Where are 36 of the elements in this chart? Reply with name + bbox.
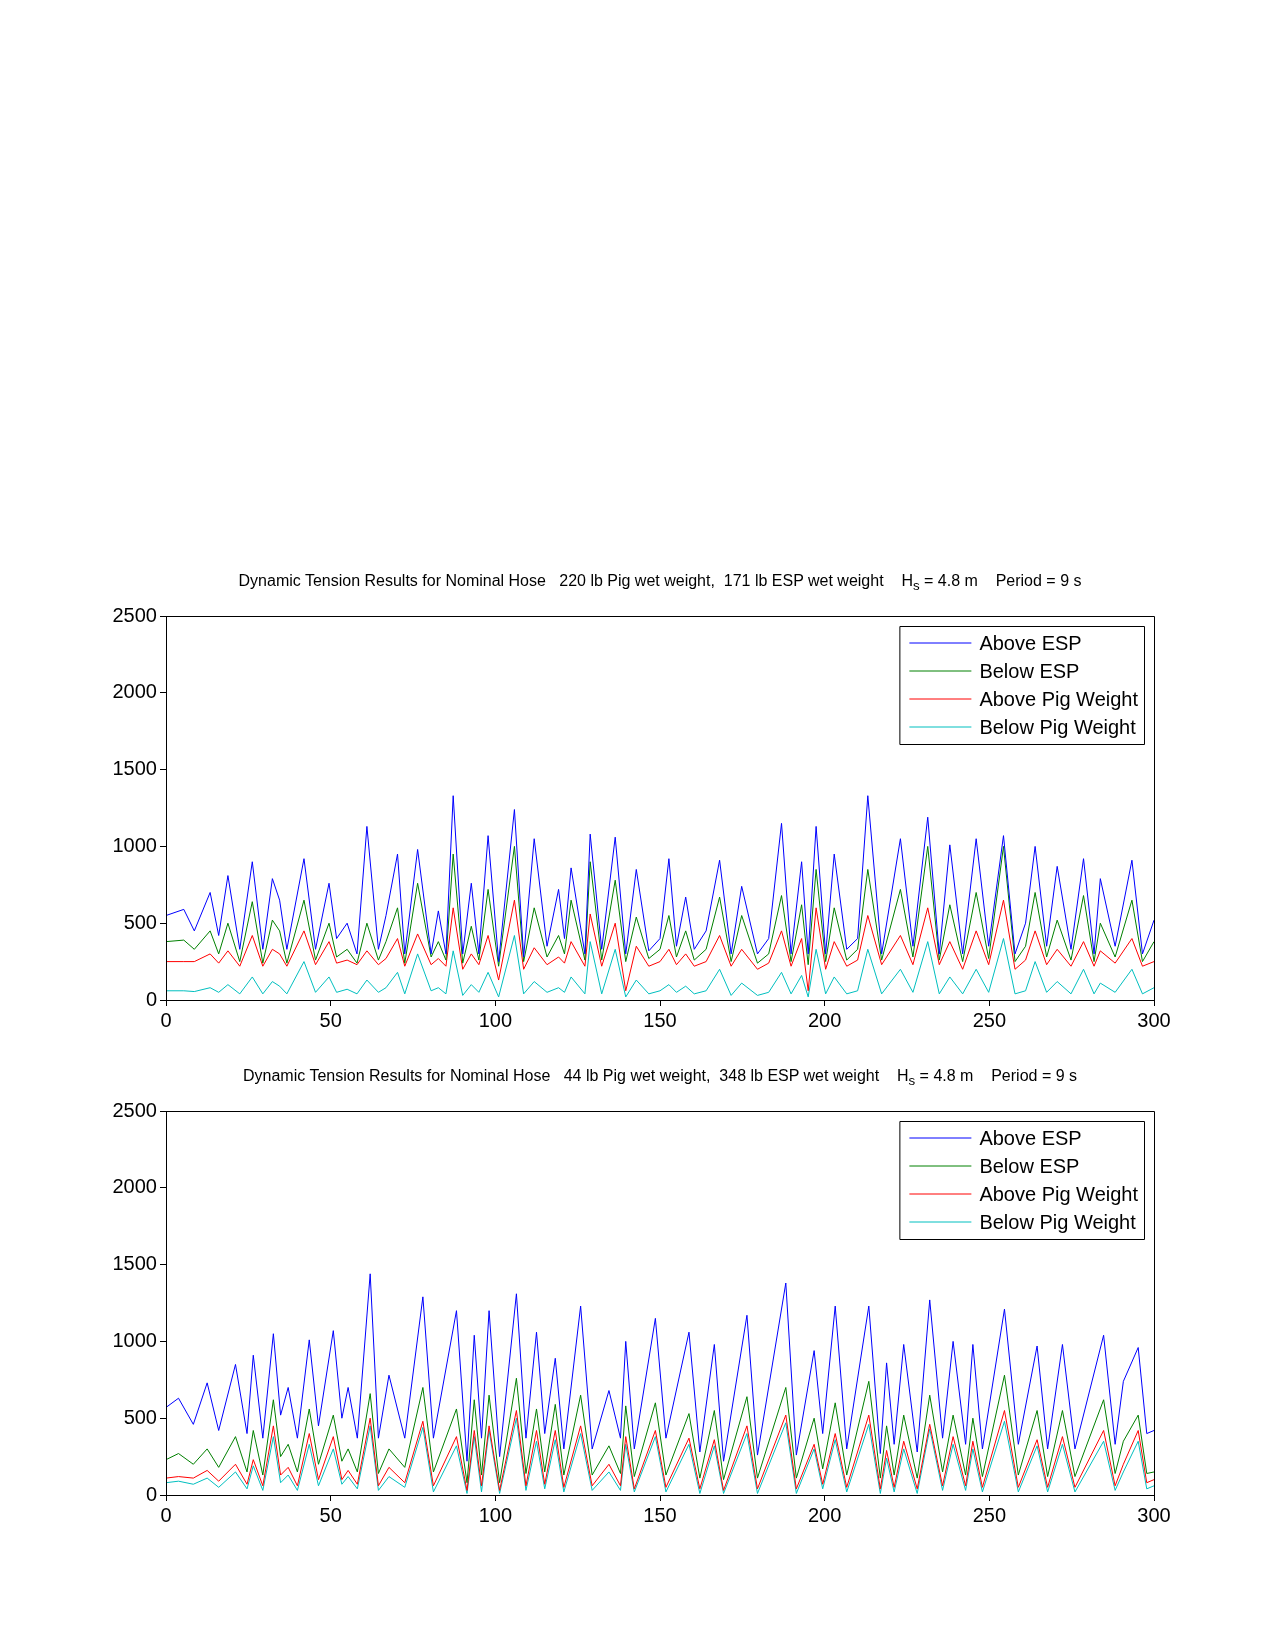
legend-label: Below Pig Weight [979,1210,1137,1233]
x-tick-label: 100 [478,1008,513,1031]
x-tick-label: 50 [319,1008,342,1031]
y-tick-label: 500 [123,910,157,933]
legend-label: Above Pig Weight [979,687,1139,710]
legend-label: Below ESP [979,1154,1080,1177]
y-tick-label: 2000 [112,1175,157,1198]
chart-title: Dynamic Tension Results for Nominal Hose 44 lb Pig wet weight, 348 lb ESP wet weight H$_{s}$ = 4.8 m Period = 9 s [242,1067,1078,1089]
x-tick-label: 0 [160,1503,172,1526]
chart-title: Dynamic Tension Results for Nominal Hose 220 lb Pig wet weight, 171 lb ESP wet weight H$_{s}$ = 4.8 m Period = 9 s [237,572,1083,594]
y-tick-label: 1000 [112,1328,157,1351]
y-tick-label: 500 [123,1405,157,1428]
y-tick-label: 1500 [112,1252,157,1275]
y-tick-label: 1500 [112,757,157,780]
y-tick-label: 2000 [112,680,157,703]
x-tick-label: 150 [643,1503,677,1526]
legend-label: Above ESP [979,631,1082,654]
x-tick-label: 50 [319,1503,342,1526]
legend-label: Below ESP [979,659,1080,682]
y-tick-label: 2500 [112,1098,157,1121]
x-tick-label: 250 [972,1008,1007,1031]
x-tick-label: 100 [478,1503,513,1526]
x-tick-label: 200 [807,1008,842,1031]
x-tick-label: 200 [807,1503,842,1526]
legend-label: Above ESP [979,1126,1082,1149]
y-tick-label: 1000 [112,833,157,856]
legend-label: Above Pig Weight [979,1182,1139,1205]
x-tick-label: 300 [1137,1008,1171,1031]
x-tick-label: 150 [643,1008,677,1031]
y-tick-label: 0 [145,987,157,1010]
x-tick-label: 300 [1137,1503,1171,1526]
x-tick-label: 0 [160,1008,172,1031]
y-tick-label: 2500 [112,603,157,626]
legend-label: Below Pig Weight [979,715,1137,738]
x-tick-label: 250 [972,1503,1007,1526]
y-tick-label: 0 [145,1482,157,1505]
